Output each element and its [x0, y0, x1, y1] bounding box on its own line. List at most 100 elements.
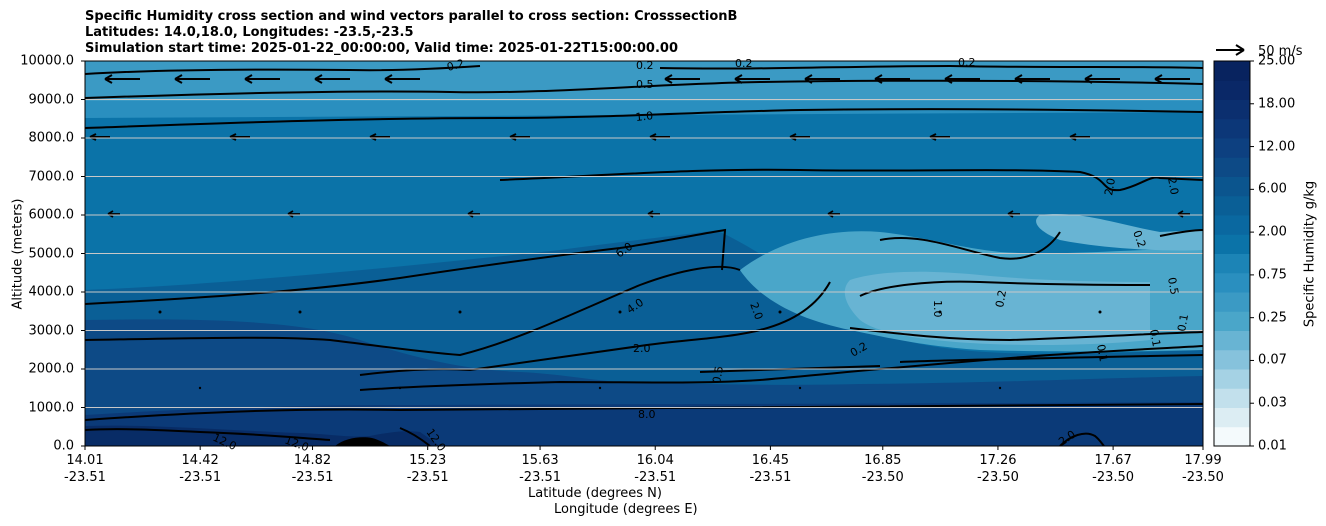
wind-vector	[1014, 74, 1050, 84]
contour-label: 0.1	[1147, 328, 1163, 347]
contour-label: 0.2	[993, 289, 1009, 308]
x-tick-lat: 17.67	[1094, 453, 1132, 468]
gridlines	[85, 99, 1203, 408]
colorbar-segment	[1214, 369, 1250, 389]
dry-core	[844, 271, 1150, 345]
contour-line	[859, 280, 1151, 297]
wind-vector	[804, 74, 840, 84]
wind-vectors	[89, 74, 1190, 390]
x-tick-lon: -23.50	[976, 470, 1019, 485]
wind-vector	[458, 310, 462, 314]
colorbar-tick-label: 0.01	[1258, 438, 1287, 454]
contour-lines	[85, 64, 1203, 446]
colorbar-segment	[1214, 195, 1250, 216]
colorbar-segment	[1214, 138, 1250, 158]
x-tick-lat: 17.26	[979, 453, 1017, 468]
colorbar-segment	[1214, 388, 1250, 408]
colorbar-tick-label: 6.00	[1258, 181, 1287, 197]
x-tick-label: 17.99 -23.50	[1182, 452, 1224, 486]
contour-line	[85, 228, 727, 305]
x-tick-lon: -23.51	[749, 470, 792, 485]
wind-vector	[174, 74, 210, 84]
contour-label: 2.0	[1165, 176, 1181, 195]
colorbar-segment	[1214, 311, 1250, 331]
terrain	[335, 437, 390, 446]
y-tick-label: 5000.0	[28, 246, 75, 261]
x-tick-lon: -23.51	[291, 470, 334, 485]
colorbar-segment	[1214, 99, 1250, 120]
x-tick-lat: 14.01	[66, 453, 104, 468]
colorbar-segment	[1214, 80, 1250, 100]
y-tick-label: 2000.0	[28, 361, 75, 377]
contour-line	[85, 403, 1203, 421]
x-tick-lat: 17.99	[1184, 453, 1222, 468]
wind-vector	[298, 310, 302, 314]
x-tick-label: 14.01 -23.51	[64, 452, 106, 486]
contour-label: 0.1	[1094, 343, 1110, 362]
colorbar-segment	[1214, 330, 1250, 351]
wind-vector	[944, 74, 980, 84]
x-tick-lat: 16.45	[751, 453, 790, 468]
x-tick-lon: -23.51	[406, 470, 449, 485]
wind-vector	[1084, 74, 1120, 84]
contour-line	[1159, 229, 1203, 237]
colorbar-segment	[1214, 61, 1250, 81]
colorbar-segment	[1214, 426, 1250, 447]
wind-vector	[998, 386, 1002, 390]
colorbar-segment	[1214, 253, 1250, 274]
x-tick-lat: 16.04	[636, 453, 674, 468]
contour-label: 0.2	[636, 59, 654, 72]
wind-vector	[938, 310, 942, 314]
colorbar-segment	[1214, 176, 1250, 197]
wind-vector	[778, 310, 782, 314]
colorbar-segment	[1214, 215, 1250, 235]
contour-label: 0.1	[1175, 313, 1191, 332]
contour-line	[879, 231, 1061, 260]
contour-line	[899, 354, 1203, 363]
x-tick-label: 15.63 -23.51	[519, 452, 561, 486]
colorbar-tick-label: 0.25	[1258, 310, 1287, 326]
x-tick-label: 16.04 -23.51	[634, 452, 676, 486]
vector-key-arrow-icon	[1216, 44, 1245, 56]
contour-line	[85, 108, 1203, 129]
x-tick-lon: -23.51	[634, 470, 677, 485]
wind-vector	[618, 310, 622, 314]
y-tick-label: 9000.0	[28, 92, 75, 107]
y-tick-label: 7000.0	[28, 169, 75, 184]
colorbar	[1214, 60, 1254, 447]
x-axis-title-lon: Longitude (degrees E)	[554, 502, 698, 517]
wind-vector	[1098, 310, 1102, 314]
x-tick-lat: 15.63	[521, 453, 559, 468]
contour-label: 0.2	[958, 56, 976, 69]
y-tick-label: 0.0	[53, 438, 74, 454]
colorbar-segment	[1214, 272, 1250, 293]
surface-layer	[85, 402, 1203, 446]
wind-vector	[1154, 74, 1190, 84]
colorbar-frame	[1213, 60, 1251, 447]
vector-key	[1216, 44, 1245, 56]
axis-ticks	[81, 60, 1204, 450]
dry-pocket-high	[1036, 213, 1203, 251]
y-tick-label: 1000.0	[28, 400, 75, 415]
x-tick-label: 14.82 -23.51	[292, 452, 334, 486]
wind-vector	[598, 386, 602, 390]
contour-line	[499, 168, 1203, 192]
x-tick-lat: 14.82	[293, 453, 332, 468]
contour-line	[85, 265, 741, 357]
x-axis-title-lat: Latitude (degrees N)	[528, 486, 662, 501]
wind-vector	[198, 386, 202, 390]
colorbar-tick-label: 18.00	[1258, 96, 1296, 112]
contour-label: 2.0	[747, 301, 765, 322]
contour-line	[849, 327, 1203, 342]
contour-line	[659, 64, 1203, 70]
contour-label: 0.5	[1165, 276, 1181, 295]
contour-label: 0.2	[1130, 229, 1148, 250]
y-tick-label: 3000.0	[28, 323, 75, 338]
contour-label: 1.0	[931, 300, 944, 318]
wind-vector	[398, 386, 402, 390]
colorbar-tick-label: 2.00	[1258, 224, 1287, 240]
wind-vector	[244, 74, 280, 84]
contour-line	[85, 79, 1203, 99]
colorbar-segment	[1214, 349, 1250, 370]
colorbar-segment	[1214, 407, 1250, 428]
